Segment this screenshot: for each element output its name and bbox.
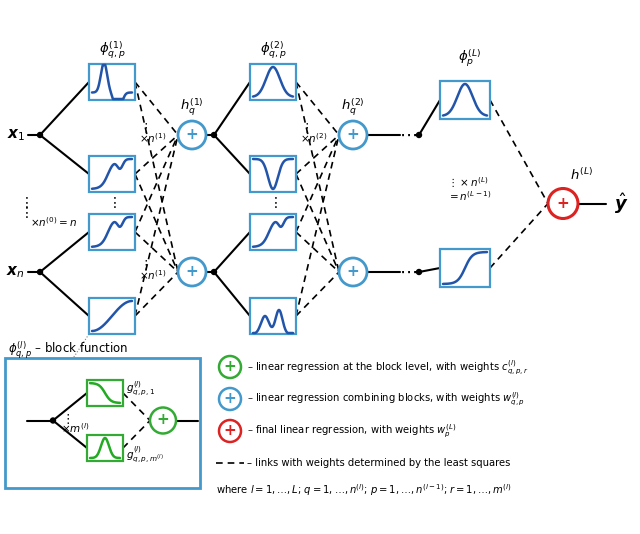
Text: $h^{(L)}$: $h^{(L)}$ bbox=[570, 168, 593, 184]
Circle shape bbox=[178, 258, 206, 286]
Circle shape bbox=[219, 388, 241, 410]
Bar bbox=[440, 81, 490, 119]
Circle shape bbox=[339, 121, 367, 149]
Text: $\hat{\boldsymbol{y}}$: $\hat{\boldsymbol{y}}$ bbox=[614, 191, 628, 216]
Text: $\times n^{(1)}$: $\times n^{(1)}$ bbox=[139, 131, 166, 145]
Text: $\phi^{(L)}_{p}$: $\phi^{(L)}_{p}$ bbox=[458, 48, 482, 69]
Text: $\phi^{(1)}_{q,p}$: $\phi^{(1)}_{q,p}$ bbox=[99, 40, 125, 61]
Text: $\times n^{(1)}$: $\times n^{(1)}$ bbox=[139, 268, 166, 282]
Bar bbox=[87, 435, 123, 461]
Bar bbox=[250, 156, 296, 192]
Text: – linear regression combining blocks, with weights $w^{(l)}_{q,p}$: – linear regression combining blocks, wi… bbox=[247, 390, 525, 407]
Text: $\times n^{(2)}$: $\times n^{(2)}$ bbox=[300, 131, 328, 145]
Text: $g^{(l)}_{q,p,m^{(l)}}$: $g^{(l)}_{q,p,m^{(l)}}$ bbox=[126, 444, 164, 464]
Circle shape bbox=[219, 420, 241, 442]
Text: $\boldsymbol{x}_n$: $\boldsymbol{x}_n$ bbox=[6, 264, 25, 280]
Text: +: + bbox=[223, 359, 236, 374]
Circle shape bbox=[51, 418, 56, 423]
Bar bbox=[89, 64, 135, 100]
Text: $\vdots$: $\vdots$ bbox=[19, 194, 29, 209]
Text: $\vdots$: $\vdots$ bbox=[61, 412, 70, 426]
Text: $g^{(l)}_{q,p,1}$: $g^{(l)}_{q,p,1}$ bbox=[126, 380, 156, 398]
Text: +: + bbox=[186, 127, 198, 142]
Bar bbox=[250, 64, 296, 100]
Bar bbox=[87, 380, 123, 406]
Text: $\vdots$: $\vdots$ bbox=[139, 258, 148, 272]
Text: $\vdots\times n^{(L)}$: $\vdots\times n^{(L)}$ bbox=[447, 176, 488, 191]
Circle shape bbox=[219, 356, 241, 378]
Text: $\phi^{(l)}_{q,p}$ – block function: $\phi^{(l)}_{q,p}$ – block function bbox=[8, 339, 128, 360]
Text: +: + bbox=[347, 264, 360, 279]
Text: – links with weights determined by the least squares: – links with weights determined by the l… bbox=[247, 458, 510, 468]
Text: $\cdots$: $\cdots$ bbox=[399, 126, 417, 144]
Text: +: + bbox=[223, 391, 236, 406]
Text: $\vdots$: $\vdots$ bbox=[139, 121, 148, 135]
Text: $\vdots$: $\vdots$ bbox=[107, 194, 117, 209]
Bar bbox=[440, 249, 490, 287]
Text: +: + bbox=[557, 195, 570, 210]
Bar bbox=[89, 156, 135, 192]
Circle shape bbox=[417, 132, 422, 137]
Bar bbox=[5, 358, 200, 488]
Circle shape bbox=[339, 258, 367, 286]
Bar bbox=[250, 298, 296, 334]
Text: $\times n^{(0)}{=}n$: $\times n^{(0)}{=}n$ bbox=[30, 215, 77, 229]
Circle shape bbox=[548, 189, 578, 218]
Text: +: + bbox=[186, 264, 198, 279]
Text: $\vdots$: $\vdots$ bbox=[19, 205, 29, 219]
Text: $\phi^{(2)}_{q,p}$: $\phi^{(2)}_{q,p}$ bbox=[260, 40, 287, 61]
Circle shape bbox=[178, 121, 206, 149]
Text: – linear regression at the block level, with weights $c^{(l)}_{q,p,r}$: – linear regression at the block level, … bbox=[247, 358, 528, 376]
Text: $h^{(2)}_q$: $h^{(2)}_q$ bbox=[341, 96, 365, 117]
Circle shape bbox=[150, 407, 176, 434]
Bar bbox=[89, 214, 135, 250]
Text: +: + bbox=[157, 412, 170, 428]
Text: $\vdots$: $\vdots$ bbox=[268, 194, 278, 209]
Circle shape bbox=[38, 270, 42, 274]
Bar bbox=[89, 298, 135, 334]
Circle shape bbox=[211, 270, 216, 274]
Circle shape bbox=[417, 270, 422, 274]
Text: $\vdots$: $\vdots$ bbox=[300, 121, 309, 135]
Text: $\boldsymbol{x}_1$: $\boldsymbol{x}_1$ bbox=[6, 127, 25, 143]
Bar bbox=[250, 214, 296, 250]
Text: $h^{(1)}_q$: $h^{(1)}_q$ bbox=[180, 96, 204, 117]
Text: where $l=1,\ldots,L$; $q=1,\ldots,n^{(l)}$; $p=1,\ldots,n^{(l-1)}$; $r=1,\ldots,: where $l=1,\ldots,L$; $q=1,\ldots,n^{(l)… bbox=[216, 482, 511, 498]
Circle shape bbox=[38, 132, 42, 137]
Text: $\cdots$: $\cdots$ bbox=[399, 263, 417, 281]
Text: $\times m^{(l)}$: $\times m^{(l)}$ bbox=[61, 422, 90, 435]
Text: +: + bbox=[223, 423, 236, 438]
Circle shape bbox=[211, 132, 216, 137]
Text: +: + bbox=[347, 127, 360, 142]
Text: $={n}^{(L-1)}$: $={n}^{(L-1)}$ bbox=[447, 189, 492, 203]
Text: – final linear regression, with weights $w^{(L)}_p$: – final linear regression, with weights … bbox=[247, 422, 456, 439]
